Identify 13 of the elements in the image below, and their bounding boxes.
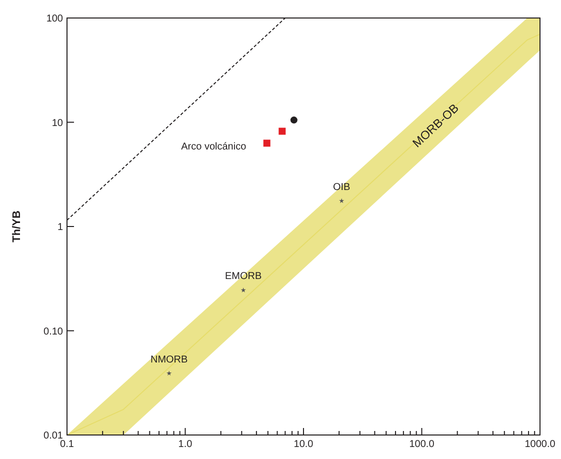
y-tick-label: 100 [46,14,64,24]
annotation: Arco volcánico [181,141,247,152]
x-tick-label: 1000.0 [524,439,556,450]
y-axis-title: Th/YB [11,210,23,242]
x-tick-label: 10.0 [294,439,314,450]
x-tick-label: 0.1 [60,439,74,450]
y-tick-label: 10 [52,118,64,129]
y-tick-label: 0.01 [44,430,64,442]
annotation: NMORB [150,354,188,366]
x-tick-label: 1.0 [178,439,193,450]
y-tick-label: 1 [57,222,64,233]
x-tick-label: 100.0 [409,439,435,450]
y-tick-label: 0.10 [44,326,64,338]
